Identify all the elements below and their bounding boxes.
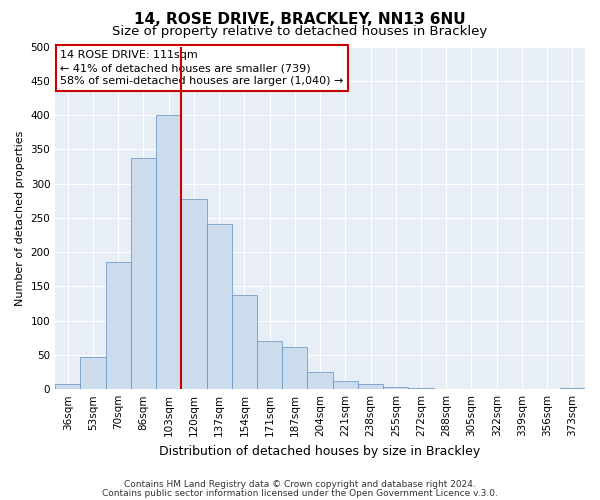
Bar (307, 372, 332, 389)
Bar (55, 384, 80, 389)
Bar (358, 384, 383, 389)
Bar (560, 388, 585, 389)
X-axis label: Distribution of detached houses by size in Brackley: Distribution of detached houses by size … (160, 444, 481, 458)
Y-axis label: Number of detached properties: Number of detached properties (15, 130, 25, 306)
Text: 14 ROSE DRIVE: 111sqm
← 41% of detached houses are smaller (739)
58% of semi-det: 14 ROSE DRIVE: 111sqm ← 41% of detached … (61, 50, 344, 86)
Bar (409, 388, 434, 389)
Text: Contains public sector information licensed under the Open Government Licence v.: Contains public sector information licen… (102, 488, 498, 498)
Bar (282, 346, 307, 389)
Bar (131, 158, 156, 389)
Bar (106, 262, 131, 389)
Bar (80, 357, 106, 389)
Text: 14, ROSE DRIVE, BRACKLEY, NN13 6NU: 14, ROSE DRIVE, BRACKLEY, NN13 6NU (134, 12, 466, 28)
Bar (181, 200, 206, 389)
Bar (332, 381, 358, 389)
Bar (383, 387, 409, 389)
Text: Size of property relative to detached houses in Brackley: Size of property relative to detached ho… (112, 25, 488, 38)
Text: Contains HM Land Registry data © Crown copyright and database right 2024.: Contains HM Land Registry data © Crown c… (124, 480, 476, 489)
Bar (206, 224, 232, 389)
Bar (257, 341, 282, 389)
Bar (232, 296, 257, 389)
Bar (156, 115, 181, 389)
